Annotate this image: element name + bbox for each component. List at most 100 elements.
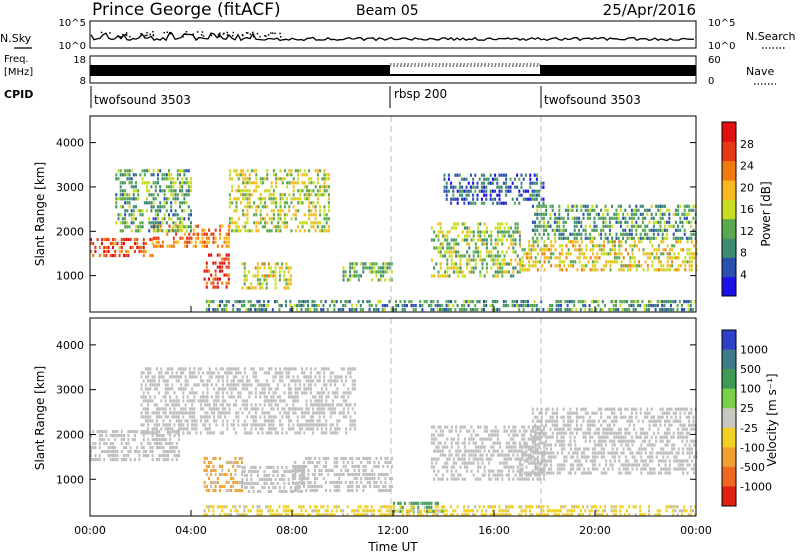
power-cell — [301, 225, 304, 229]
velocity-cell — [388, 505, 391, 509]
velocity-cell — [158, 423, 161, 427]
power-cell — [533, 181, 536, 185]
power-cell — [119, 189, 122, 193]
power-cell — [558, 204, 561, 208]
power-cell — [373, 266, 376, 270]
velocity-cell — [366, 456, 369, 461]
power-cell — [161, 189, 164, 193]
power-cell — [609, 260, 612, 264]
power-cell — [132, 173, 135, 177]
power-cell — [450, 197, 453, 201]
power-cell — [379, 300, 382, 304]
nsearch-point — [280, 36, 282, 38]
power-cell — [312, 201, 315, 205]
velocity-cell — [276, 509, 279, 513]
power-cell — [528, 256, 531, 260]
velocity-cell — [344, 464, 347, 469]
velocity-cell — [377, 460, 380, 465]
velocity-cell — [208, 431, 211, 435]
nsearch-point — [231, 34, 234, 37]
power-cell — [237, 197, 240, 201]
power-cell — [316, 193, 319, 197]
power-cell — [139, 229, 142, 233]
power-cell — [250, 282, 253, 286]
power-cell — [472, 193, 475, 197]
velocity-cell — [472, 461, 475, 465]
power-cell — [227, 281, 230, 285]
power-cell — [92, 241, 95, 246]
power-cell — [600, 232, 603, 236]
power-cell — [573, 204, 576, 208]
velocity-cell — [358, 484, 360, 489]
power-cell — [513, 201, 516, 205]
power-cell — [274, 286, 277, 290]
power-cell — [467, 193, 470, 197]
velocity-cell — [184, 383, 187, 387]
velocity-cell — [101, 430, 103, 434]
power-cell — [444, 238, 447, 242]
velocity-cell — [457, 433, 460, 437]
nsearch-point — [270, 32, 272, 34]
velocity-cell — [153, 411, 156, 415]
power-cell — [481, 230, 484, 234]
velocity-cell — [239, 391, 242, 395]
velocity-cell — [334, 427, 337, 431]
velocity-cell — [457, 441, 460, 445]
velocity-cell — [171, 387, 174, 391]
velocity-cell — [446, 457, 449, 461]
power-cell — [308, 213, 311, 217]
velocity-cell — [307, 456, 310, 461]
power-cell — [355, 274, 358, 278]
velocity-cell — [318, 419, 321, 423]
power-cell — [461, 304, 463, 308]
velocity-cell — [221, 468, 224, 473]
velocity-cell — [249, 509, 252, 513]
power-cell — [246, 177, 249, 181]
velocity-cell — [230, 383, 233, 387]
velocity-cell — [248, 395, 251, 399]
power-cell — [604, 216, 607, 220]
velocity-cell — [223, 505, 226, 509]
velocity-cell — [136, 430, 139, 434]
power-cell — [126, 221, 129, 225]
velocity-cell — [237, 391, 240, 395]
velocity-cell — [375, 464, 378, 469]
power-cell — [488, 250, 491, 254]
velocity-cell — [268, 391, 271, 395]
power-cell — [161, 173, 164, 177]
velocity-cell — [340, 375, 343, 379]
velocity-cell — [419, 509, 422, 513]
power-cell — [323, 189, 326, 193]
velocity-cell — [450, 477, 453, 481]
nsearch-point — [144, 34, 146, 37]
velocity-cell — [272, 423, 275, 427]
power-cell — [305, 185, 308, 189]
power-cell — [618, 244, 621, 248]
velocity-cell — [281, 379, 284, 383]
power-cell — [512, 274, 515, 278]
power-cell — [498, 193, 501, 197]
power-cell — [461, 230, 464, 234]
velocity-cell — [351, 488, 354, 493]
velocity-cell — [217, 399, 220, 403]
power-cell — [364, 262, 367, 266]
power-cell — [655, 212, 658, 216]
power-cell — [312, 213, 315, 217]
velocity-cell — [305, 488, 308, 493]
velocity-cell — [164, 407, 167, 411]
power-cell — [264, 221, 267, 225]
power-cell — [525, 256, 528, 260]
power-cell — [319, 209, 322, 213]
power-cell — [505, 181, 508, 185]
power-cell — [675, 240, 678, 244]
power-cell — [677, 212, 680, 216]
velocity-cell — [151, 411, 154, 415]
power-cell — [635, 244, 638, 248]
power-cell — [421, 308, 424, 312]
power-cell — [337, 308, 340, 312]
velocity-cell — [175, 403, 178, 407]
velocity-cell — [270, 431, 273, 435]
power-cell — [585, 264, 588, 268]
velocity-cell — [166, 415, 169, 419]
nsearch-point — [120, 35, 122, 38]
